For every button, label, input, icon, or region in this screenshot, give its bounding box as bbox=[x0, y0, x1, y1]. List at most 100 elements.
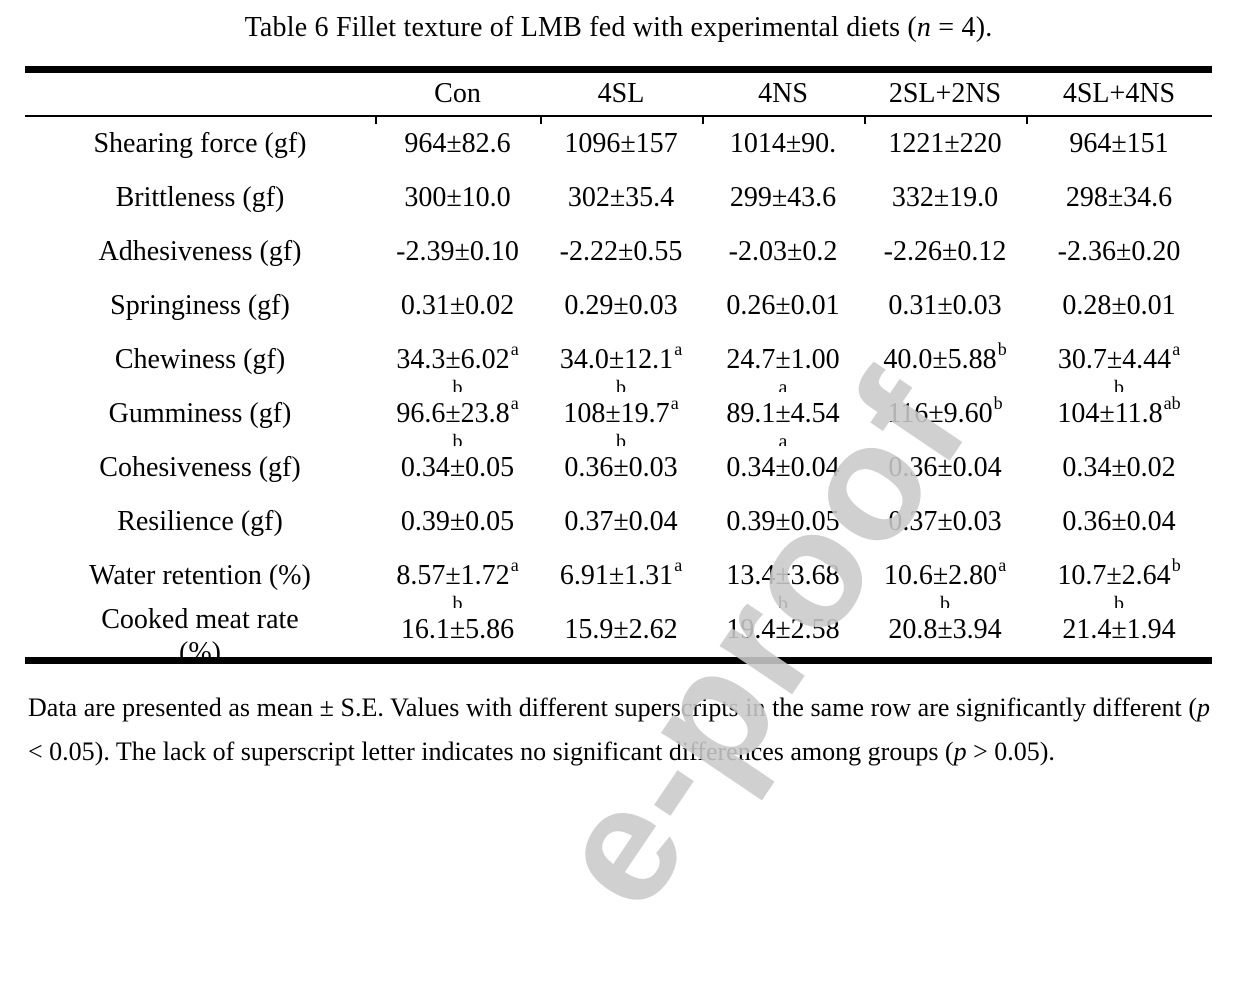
footnote-segment: < 0.05). The lack of superscript letter … bbox=[28, 737, 954, 766]
cell-value: -2.39±0.10 bbox=[396, 236, 519, 267]
cell-value: 0.31±0.03 bbox=[888, 290, 1002, 321]
value-cell: 116±9.60 b bbox=[864, 387, 1026, 441]
row-label-text: Chewiness (gf) bbox=[114, 344, 286, 375]
cell-value: 298±34.6 bbox=[1065, 182, 1173, 213]
value-cell: 8.57±1.72 a b bbox=[375, 549, 540, 608]
row-label-text: Cohesiveness (gf) bbox=[99, 452, 301, 483]
cell-value: 10.6±2.80 bbox=[883, 560, 998, 591]
table-row: Cooked meat rate (%) 16.1±5.86 15.9±2.62 19.… bbox=[25, 603, 1212, 657]
row-label: Springiness (gf) bbox=[25, 279, 375, 333]
cell-value: 104±11.8 bbox=[1057, 398, 1163, 429]
value-cell: 89.1±4.54 a bbox=[702, 387, 864, 446]
cell-value: 1014±90. bbox=[729, 128, 837, 159]
cell-value: 0.39±0.05 bbox=[400, 506, 515, 537]
value-cell: 10.6±2.80 a b bbox=[864, 549, 1026, 608]
row-label: Cooked meat rate (%) bbox=[25, 603, 375, 657]
value-cell: 13.4±3.68 b bbox=[702, 549, 864, 608]
cell-value: 8.57±1.72 bbox=[396, 560, 510, 591]
cell-value: 34.0±12.1 bbox=[559, 344, 674, 375]
superscript-letter: a bbox=[510, 393, 519, 413]
column-header-4sl: 4SL bbox=[597, 78, 645, 109]
cell-value: 89.1±4.54 bbox=[726, 398, 840, 429]
cell-value: 116±9.60 bbox=[887, 398, 993, 429]
value-cell: -2.36±0.20 bbox=[1026, 225, 1212, 279]
cell-value: 1096±157 bbox=[564, 128, 678, 159]
value-cell: 332±19.0 bbox=[864, 171, 1026, 225]
superscript-letter: a bbox=[1172, 339, 1181, 359]
data-table: Con 4SL 4NS 2SL+2NS 4SL+4NS Shearing force (… bbox=[25, 66, 1212, 664]
value-cell: 19.4±2.58 bbox=[702, 603, 864, 657]
column-header-4sl+4ns: 4SL+4NS bbox=[1062, 78, 1176, 109]
cell-value: 20.8±3.94 bbox=[888, 614, 1002, 645]
column-boundary-tick bbox=[375, 115, 377, 124]
cell-value: 0.34±0.04 bbox=[726, 452, 840, 483]
cell-value: 30.7±4.44 bbox=[1057, 344, 1172, 375]
value-cell: 302±35.4 bbox=[540, 171, 702, 225]
cell-value: -2.36±0.20 bbox=[1057, 236, 1181, 267]
value-cell: 0.36±0.03 bbox=[540, 441, 702, 495]
column-header-4ns: 4NS bbox=[758, 78, 808, 109]
cell-value: 0.36±0.03 bbox=[564, 452, 678, 483]
row-label-text: Adhesiveness (gf) bbox=[98, 236, 302, 267]
row-label: Gumminess (gf) bbox=[25, 387, 375, 441]
wrapped-superscript-fragment: a bbox=[778, 378, 788, 392]
cell-value: 0.34±0.02 bbox=[1062, 452, 1176, 483]
cell-value: 300±10.0 bbox=[404, 182, 511, 213]
title-segment: n bbox=[916, 12, 932, 43]
table-row: Adhesiveness (gf) -2.39±0.10 -2.22±0.55 -2.… bbox=[25, 225, 1212, 279]
row-label-text: Brittleness (gf) bbox=[115, 182, 285, 213]
value-cell: 0.36±0.04 bbox=[1026, 495, 1212, 549]
cell-value: 964±151 bbox=[1069, 128, 1169, 159]
superscript-letter: b bbox=[997, 339, 1007, 359]
cell-value: 332±19.0 bbox=[891, 182, 999, 213]
row-label-text: Springiness (gf) bbox=[110, 290, 290, 321]
cell-value: 24.7±1.00 bbox=[726, 344, 840, 375]
table-footnote: Data are presented as mean ± S.E. Values… bbox=[28, 686, 1210, 774]
value-cell: 34.3±6.02 a b bbox=[375, 333, 540, 392]
row-label-text: Gumminess (gf) bbox=[108, 398, 292, 429]
value-cell: 1096±157 bbox=[540, 117, 702, 171]
table-header-rule bbox=[25, 115, 1212, 124]
table-title: Table 6 Fillet texture of LMB fed with e… bbox=[0, 12, 1237, 44]
value-cell: 104±11.8 ab bbox=[1026, 387, 1212, 441]
value-cell: 21.4±1.94 bbox=[1026, 603, 1212, 657]
value-cell: 0.26±0.01 bbox=[702, 279, 864, 333]
value-cell: 0.37±0.03 bbox=[864, 495, 1026, 549]
cell-value: 0.28±0.01 bbox=[1062, 290, 1176, 321]
superscript-letter: a bbox=[998, 555, 1007, 575]
value-cell: 20.8±3.94 bbox=[864, 603, 1026, 657]
cell-value: 0.29±0.03 bbox=[564, 290, 678, 321]
superscript-letter: a bbox=[674, 555, 683, 575]
row-label-text: Resilience (gf) bbox=[117, 506, 283, 537]
value-cell: 10.7±2.64 b b bbox=[1026, 549, 1212, 608]
value-cell: 964±82.6 bbox=[375, 117, 540, 171]
wrapped-superscript-fragment: b bbox=[452, 378, 463, 392]
cell-value: 96.6±23.8 bbox=[396, 398, 510, 429]
wrapped-superscript-fragment: b bbox=[940, 594, 950, 608]
table-row: Chewiness (gf) 34.3±6.02 a b 34.0±12.1 a b 24.7… bbox=[25, 333, 1212, 392]
value-cell: 0.37±0.04 bbox=[540, 495, 702, 549]
row-label-text: Shearing force (gf) bbox=[93, 128, 307, 159]
superscript-letter: a bbox=[510, 339, 519, 359]
superscript-letter: a bbox=[510, 555, 519, 575]
superscript-letter: a bbox=[674, 339, 683, 359]
cell-value: 10.7±2.64 bbox=[1057, 560, 1171, 591]
cell-value: 6.91±1.31 bbox=[559, 560, 674, 591]
superscript-letter: b bbox=[993, 393, 1003, 413]
value-cell: 16.1±5.86 bbox=[375, 603, 540, 657]
superscript-letter: a bbox=[670, 393, 679, 413]
cell-value: 299±43.6 bbox=[729, 182, 837, 213]
wrapped-superscript-fragment: b bbox=[616, 378, 626, 392]
value-cell: 0.29±0.03 bbox=[540, 279, 702, 333]
value-cell: 15.9±2.62 bbox=[540, 603, 702, 657]
cell-value: -2.03±0.2 bbox=[728, 236, 838, 267]
row-label: Adhesiveness (gf) bbox=[25, 225, 375, 279]
wrapped-superscript-fragment: b bbox=[1114, 594, 1124, 608]
value-cell: 0.39±0.05 bbox=[375, 495, 540, 549]
wrapped-superscript-fragment: b bbox=[452, 594, 463, 608]
value-cell: 1221±220 bbox=[864, 117, 1026, 171]
superscript-letter: ab bbox=[1163, 393, 1181, 413]
value-cell: 299±43.6 bbox=[702, 171, 864, 225]
cell-value: 0.36±0.04 bbox=[1062, 506, 1176, 537]
cell-value: 13.4±3.68 bbox=[726, 560, 840, 591]
